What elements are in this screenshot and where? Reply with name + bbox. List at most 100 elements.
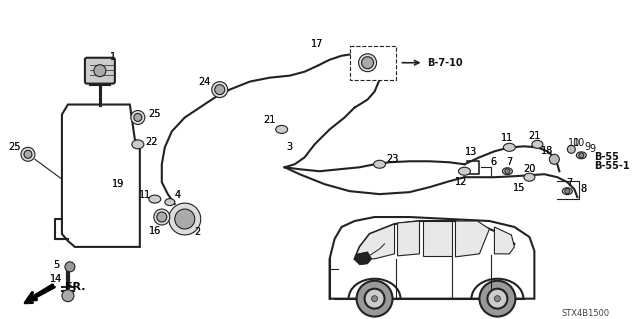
Circle shape — [365, 289, 385, 308]
Text: 5: 5 — [53, 260, 59, 270]
Text: 19: 19 — [112, 179, 124, 189]
Circle shape — [175, 209, 195, 229]
FancyBboxPatch shape — [349, 46, 396, 80]
Text: 4: 4 — [175, 190, 181, 200]
Circle shape — [495, 296, 500, 302]
Text: 2: 2 — [195, 227, 201, 237]
Circle shape — [565, 189, 570, 194]
Text: B-7-10: B-7-10 — [427, 58, 462, 68]
Circle shape — [180, 214, 190, 224]
Circle shape — [549, 154, 559, 164]
Text: 20: 20 — [523, 164, 536, 174]
Text: 10: 10 — [573, 138, 586, 148]
Circle shape — [362, 57, 374, 69]
Text: 17: 17 — [312, 39, 324, 49]
Text: 11: 11 — [501, 133, 513, 143]
Ellipse shape — [532, 140, 543, 148]
Text: 14: 14 — [50, 274, 62, 284]
Ellipse shape — [524, 173, 535, 181]
Circle shape — [169, 203, 201, 235]
Text: 11: 11 — [501, 133, 513, 143]
Text: 3: 3 — [287, 142, 292, 152]
Text: 4: 4 — [175, 190, 181, 200]
Text: 8: 8 — [580, 184, 586, 194]
Ellipse shape — [504, 143, 515, 151]
Text: 11: 11 — [139, 190, 151, 200]
Polygon shape — [495, 227, 515, 254]
Circle shape — [65, 262, 75, 272]
Text: 22: 22 — [145, 137, 158, 147]
Text: 7: 7 — [506, 157, 513, 167]
Circle shape — [94, 65, 106, 77]
Ellipse shape — [276, 125, 287, 133]
Ellipse shape — [374, 160, 385, 168]
Text: 25: 25 — [9, 142, 21, 152]
Circle shape — [24, 150, 32, 158]
FancyBboxPatch shape — [85, 58, 115, 84]
Text: 15: 15 — [513, 183, 525, 193]
Text: 24: 24 — [198, 77, 211, 87]
Polygon shape — [330, 217, 534, 299]
Text: 10: 10 — [568, 138, 580, 148]
Text: 21: 21 — [528, 131, 541, 141]
Text: 18: 18 — [541, 146, 554, 156]
Ellipse shape — [132, 140, 144, 149]
Circle shape — [131, 110, 145, 124]
Circle shape — [356, 281, 392, 316]
Text: 9: 9 — [584, 142, 590, 152]
Text: 19: 19 — [112, 179, 124, 189]
Polygon shape — [397, 221, 419, 256]
Polygon shape — [355, 224, 394, 259]
Text: 14: 14 — [50, 274, 62, 284]
Circle shape — [358, 54, 376, 72]
Circle shape — [134, 114, 142, 122]
Text: 7: 7 — [566, 178, 572, 188]
Ellipse shape — [165, 199, 175, 205]
Text: 7: 7 — [506, 157, 513, 167]
Text: 17: 17 — [312, 39, 324, 49]
Polygon shape — [456, 221, 490, 257]
Ellipse shape — [149, 195, 161, 203]
Text: 16: 16 — [148, 226, 161, 236]
Circle shape — [212, 82, 228, 98]
Text: 13: 13 — [465, 147, 477, 157]
Circle shape — [21, 147, 35, 161]
Text: 8: 8 — [580, 184, 586, 194]
Text: 21: 21 — [264, 115, 276, 125]
Text: 23: 23 — [387, 154, 399, 164]
Text: 6: 6 — [490, 157, 497, 167]
Text: 23: 23 — [387, 154, 399, 164]
Text: 20: 20 — [523, 164, 536, 174]
Text: B-55: B-55 — [595, 152, 619, 162]
Text: 7: 7 — [566, 178, 572, 188]
Text: 6: 6 — [490, 157, 497, 167]
Circle shape — [479, 281, 515, 316]
Ellipse shape — [563, 188, 572, 195]
Text: 1: 1 — [110, 52, 116, 62]
Text: 25: 25 — [148, 109, 161, 120]
Circle shape — [488, 289, 508, 308]
Circle shape — [505, 169, 510, 174]
Ellipse shape — [577, 152, 586, 159]
Text: 11: 11 — [139, 190, 151, 200]
Text: B-55-1: B-55-1 — [595, 161, 630, 171]
Circle shape — [154, 209, 170, 225]
Circle shape — [157, 212, 167, 222]
Circle shape — [579, 153, 584, 158]
Circle shape — [567, 145, 575, 153]
Text: 25: 25 — [9, 142, 21, 152]
Polygon shape — [355, 252, 372, 265]
Ellipse shape — [458, 167, 470, 175]
Circle shape — [215, 85, 225, 94]
Polygon shape — [62, 105, 140, 247]
Text: 3: 3 — [287, 142, 292, 152]
Text: 21: 21 — [528, 131, 541, 141]
Text: 2: 2 — [195, 227, 201, 237]
Text: 25: 25 — [148, 109, 161, 120]
Text: 18: 18 — [541, 146, 554, 156]
Circle shape — [62, 290, 74, 302]
Ellipse shape — [502, 168, 513, 175]
Text: 1: 1 — [110, 52, 116, 62]
Text: 12: 12 — [455, 177, 468, 187]
Text: 16: 16 — [148, 226, 161, 236]
